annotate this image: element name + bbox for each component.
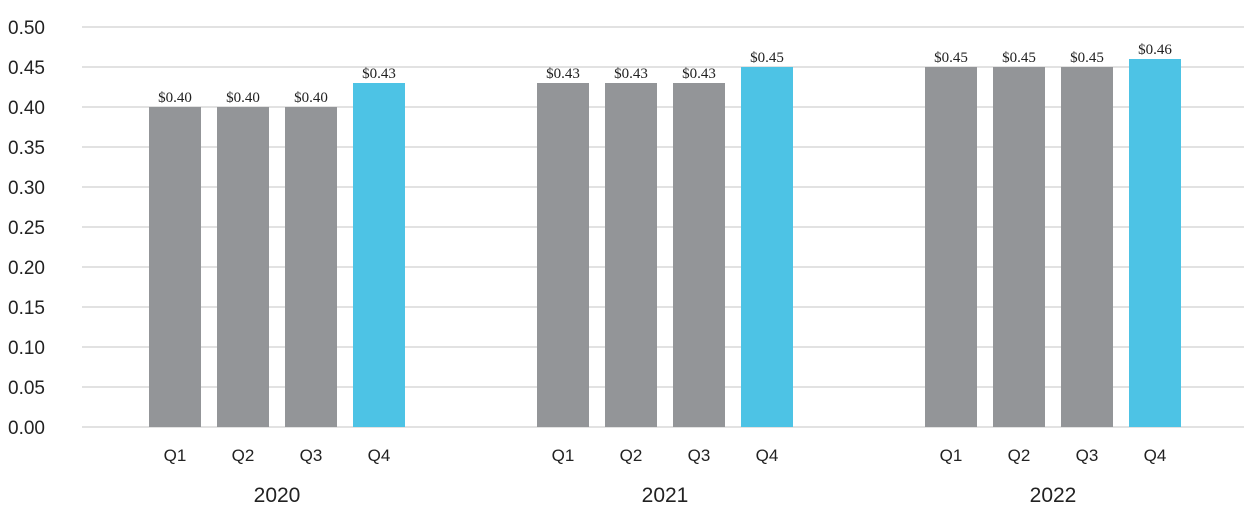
bar-2020-q4 [353,83,405,427]
y-tick-label: 0.30 [8,178,45,199]
bar-2020-q3 [285,107,337,427]
y-tick-label: 0.50 [8,18,45,39]
data-label: $0.45 [934,50,968,66]
data-label: $0.43 [362,66,396,82]
data-label: $0.43 [546,66,580,82]
data-labels: $0.40 $0.40 $0.40 $0.43 $0.43 $0.43 $0.43 $0.45… [158,42,1172,106]
bar-2022-q1 [925,67,977,427]
bar-2021-q1 [537,83,589,427]
y-tick-label: 0.15 [8,298,45,319]
quarter-label: Q3 [300,446,323,465]
y-tick-label: 0.40 [8,98,45,119]
year-label: 2020 [254,484,301,506]
gridlines [82,26,1244,428]
x-axis-labels: Q1 Q2 Q3 Q4 2020 Q1 Q2 Q3 Q4 2021 Q1 Q2 Q3 Q4 2022 [164,446,1167,506]
bar-2020-q2 [217,107,269,427]
y-tick-label: 0.25 [8,218,45,239]
quarter-label: Q3 [688,446,711,465]
y-tick-label: 0.45 [8,58,45,79]
quarter-label: Q4 [1144,446,1167,465]
bar-2020-q1 [149,107,201,427]
data-label: $0.43 [614,66,648,82]
y-axis-ticks: 0.00 0.05 0.10 0.15 0.20 0.25 0.30 0.35 0.40 0.45… [8,18,45,439]
bar-2022-q4 [1129,59,1181,427]
bar-2021-q4 [741,67,793,427]
data-label: $0.46 [1138,42,1172,58]
y-tick-label: 0.05 [8,378,45,399]
quarter-label: Q4 [756,446,779,465]
data-label: $0.45 [1002,50,1036,66]
quarter-label: Q1 [164,446,187,465]
data-label: $0.43 [682,66,716,82]
quarter-label: Q2 [620,446,643,465]
bar-2021-q2 [605,83,657,427]
data-label: $0.40 [158,90,192,106]
data-label: $0.45 [750,50,784,66]
bars [149,59,1181,427]
quarter-label: Q1 [940,446,963,465]
data-label: $0.45 [1070,50,1104,66]
data-label: $0.40 [226,90,260,106]
bar-2021-q3 [673,83,725,427]
year-label: 2021 [642,484,689,506]
y-tick-label: 0.00 [8,418,45,439]
data-label: $0.40 [294,90,328,106]
quarter-label: Q2 [1008,446,1031,465]
y-tick-label: 0.35 [8,138,45,159]
quarter-label: Q1 [552,446,575,465]
year-label: 2022 [1030,484,1077,506]
quarter-label: Q2 [232,446,255,465]
y-tick-label: 0.20 [8,258,45,279]
quarter-label: Q3 [1076,446,1099,465]
bar-2022-q3 [1061,67,1113,427]
quarter-label: Q4 [368,446,391,465]
bar-2022-q2 [993,67,1045,427]
y-tick-label: 0.10 [8,338,45,359]
